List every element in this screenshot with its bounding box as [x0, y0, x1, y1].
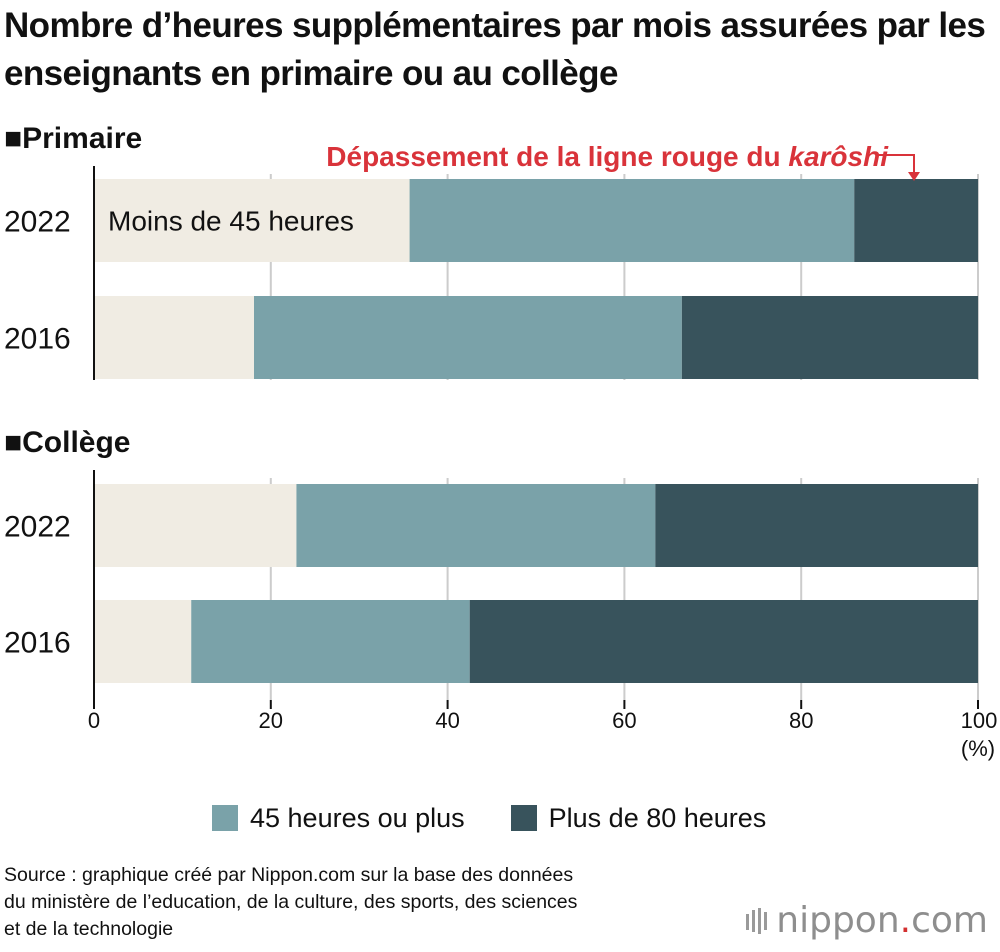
brand-dot: . [899, 900, 912, 941]
source-line: et de la technologie [4, 918, 174, 940]
x-tick-label: 60 [612, 708, 636, 733]
legend-swatch-80-plus [510, 805, 537, 831]
annotation-arrow-head [908, 172, 920, 181]
segment-45-plus [191, 600, 470, 683]
segment-moins-45 [94, 484, 297, 567]
segment-80-plus [655, 484, 978, 567]
row-label: 2016 [4, 627, 71, 660]
segment-80-plus [854, 179, 978, 262]
legend-item-80-plus: Plus de 80 heures [510, 802, 767, 834]
segment-45-plus [254, 296, 682, 379]
segment-moins-45 [94, 296, 255, 379]
legend: 45 heures ou plus Plus de 80 heures [212, 800, 912, 836]
x-tick-label: 40 [435, 708, 459, 733]
segment-80-plus [681, 296, 978, 379]
legend-label-45-plus: 45 heures ou plus [250, 802, 465, 833]
source-line: du ministère de l’education, de la cultu… [4, 891, 578, 913]
source-note: Source : graphique créé par Nippon.com s… [4, 862, 764, 943]
brand-suffix: com [911, 900, 988, 941]
annotation-emphasis: karôshi [788, 141, 889, 172]
x-tick-label: 0 [88, 708, 100, 733]
legend-swatch-45-plus [212, 805, 238, 831]
segment-80-plus [469, 600, 978, 683]
source-line: Source : graphique créé par Nippon.com s… [4, 864, 574, 886]
stacked-bar-chart: ■Primaire 2022 2016 ■Collège 2022 2016 Moins d… [4, 122, 998, 761]
brand-name: nippon [776, 900, 900, 941]
segment-45-plus [296, 484, 656, 567]
segment-45-plus [409, 179, 855, 262]
group-heading: ■Collège [4, 426, 130, 459]
legend-label-80-plus: Plus de 80 heures [548, 802, 767, 833]
x-tick-label: 100 [961, 708, 998, 733]
segment-moins-45 [94, 179, 410, 262]
legend-item-45-plus: 45 heures ou plus [212, 803, 465, 834]
x-unit-label: (%) [961, 736, 995, 761]
x-tick-label: 20 [259, 708, 283, 733]
row-label: 2022 [4, 206, 71, 239]
annotation-arrow-line [878, 154, 915, 174]
brand-mark-icon [746, 907, 768, 934]
group-heading: ■Primaire [4, 122, 142, 155]
row-label: 2016 [4, 323, 71, 356]
segment-moins-45 [94, 600, 192, 683]
nippon-logo: nippon. com [746, 900, 988, 941]
x-tick-label: 80 [789, 708, 813, 733]
annotation-text: Dépassement de la ligne rouge du [326, 141, 788, 172]
inline-segment-label: Moins de 45 heures [108, 206, 354, 237]
karoshi-annotation: Dépassement de la ligne rouge du karôshi [326, 141, 889, 172]
row-label: 2022 [4, 511, 71, 544]
chart-title: Nombre d’heures supplémentaires par mois… [4, 6, 986, 93]
